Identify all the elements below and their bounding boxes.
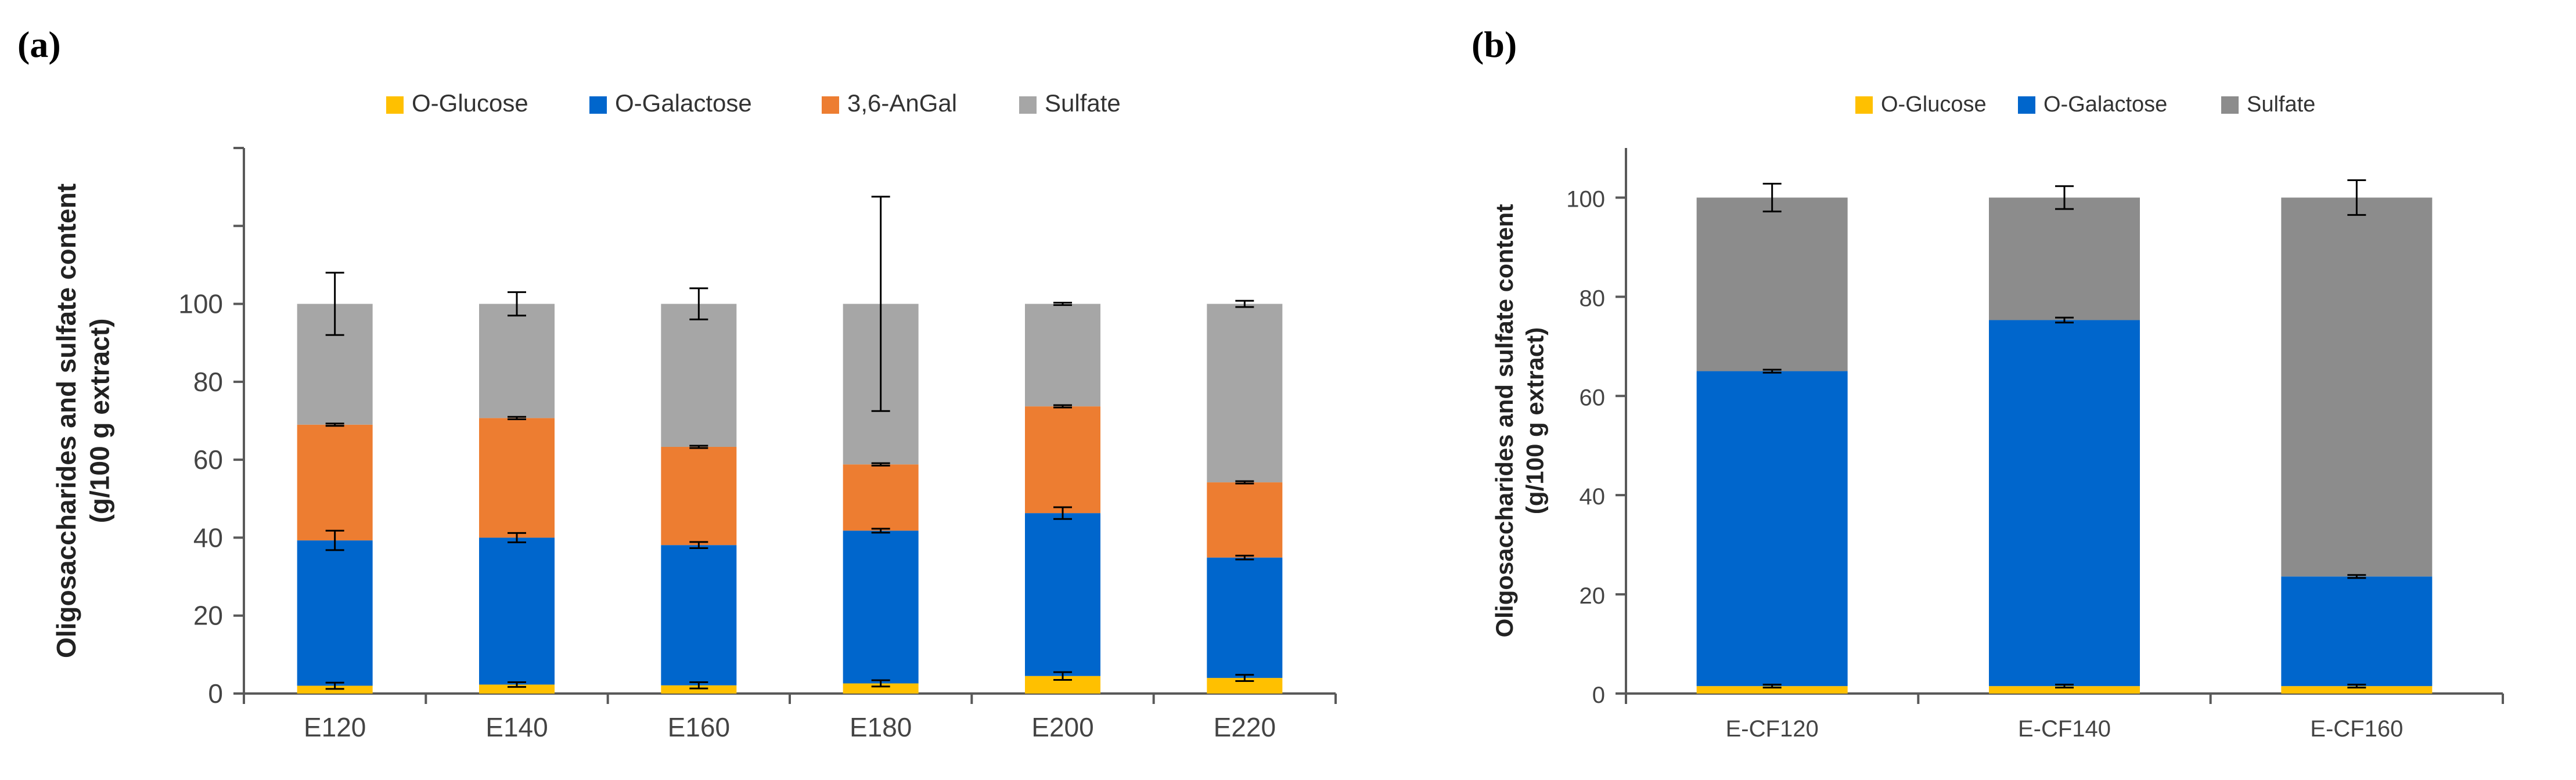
panel-label-b: (b) (1472, 24, 1517, 65)
bar-segment-3-6-angal (661, 446, 737, 546)
x-tick-label: E200 (1031, 712, 1093, 742)
legend-label: 3,6-AnGal (847, 89, 957, 117)
bar-segment-o-galactose (2281, 576, 2433, 687)
bar-segment-o-glucose (479, 684, 555, 694)
y-tick-label: 20 (1580, 583, 1606, 609)
x-tick-label: E-CF120 (1726, 716, 1819, 742)
x-tick-label: E220 (1214, 712, 1276, 742)
y-tick-label: 0 (1592, 682, 1605, 708)
legend-swatch-sulfate (1019, 96, 1037, 114)
x-tick-label: E180 (850, 712, 912, 742)
chart-panel-b: (b) 0 20 40 60 80 100 E-CF120 E-CF140 E-CF160 Oli… (1452, 0, 2576, 780)
bar-segment-o-glucose (661, 685, 737, 694)
legend-label: O-Galactose (2043, 92, 2167, 117)
bar-segment-sulfate (479, 304, 555, 418)
bar-segment-o-galactose (1696, 371, 1848, 687)
x-tick-label: E140 (485, 712, 548, 742)
bar-segment-o-glucose (2281, 686, 2433, 694)
legend-label: O-Galactose (615, 89, 752, 117)
bar-segment-o-galactose (479, 537, 555, 685)
legend-swatch-o-galactose (2018, 96, 2035, 114)
bar-segment-sulfate (1696, 197, 1848, 371)
y-axis-label-line2: (g/100 g extract) (1521, 327, 1549, 514)
y-tick-label: 20 (193, 601, 223, 631)
bar-segment-o-glucose (1696, 686, 1848, 694)
legend-swatch-o-galactose (589, 96, 607, 114)
bar-segment-o-galactose (1207, 557, 1283, 678)
y-axis-label-line1: Oligosaccharides and sulfate content (1491, 204, 1518, 638)
y-axis-label: Oligosaccharides and sulfate content (g/1… (1491, 204, 1549, 638)
y-tick-label: 60 (193, 445, 223, 475)
bar-segment-o-galactose (1989, 320, 2140, 687)
legend-label: Sulfate (2247, 92, 2315, 117)
bar-segment-3-6-angal (1207, 482, 1283, 558)
y-tick-label: 40 (193, 522, 223, 552)
legend-label: O-Glucose (412, 89, 528, 117)
x-tick-label: E-CF140 (2018, 716, 2111, 742)
x-tick-label: E160 (668, 712, 730, 742)
legend-swatch-o-glucose (1855, 96, 1873, 114)
panel-label-a: (a) (17, 24, 61, 65)
y-tick-label: 80 (193, 367, 223, 397)
bar-segment-o-glucose (843, 683, 919, 694)
bar-segment-o-glucose (1989, 686, 2140, 694)
bar-segment-sulfate (1989, 197, 2140, 320)
chart-panel-a: (a) 0 20 40 60 80 100 E120 E140 E160 E180 E200 E220… (17, 24, 1337, 742)
bar-segment-sulfate (661, 304, 737, 447)
legend-label: Sulfate (1045, 89, 1121, 117)
bar-segment-o-galactose (661, 545, 737, 685)
legend-swatch-sulfate (2221, 96, 2239, 114)
bar-segment-3-6-angal (479, 418, 555, 538)
x-tick-label: E120 (304, 712, 366, 742)
y-axis-label: Oligosaccharides and sulfate content (g/1… (51, 183, 115, 658)
y-axis-label-line2: (g/100 g extract) (85, 319, 115, 523)
y-axis-label-line1: Oligosaccharides and sulfate content (51, 183, 81, 658)
bar-segment-sulfate (1207, 304, 1283, 483)
y-tick-label: 100 (178, 289, 223, 319)
bar-segment-o-galactose (843, 530, 919, 684)
x-tick-label: E-CF160 (2310, 716, 2403, 742)
bar-segment-3-6-angal (1025, 406, 1100, 514)
y-tick-label: 80 (1580, 286, 1606, 311)
bar-segment-3-6-angal (843, 464, 919, 531)
bar-segment-3-6-angal (297, 424, 373, 541)
bar-segment-sulfate (1025, 304, 1100, 407)
legend-swatch-o-glucose (386, 96, 404, 114)
bar-segment-o-galactose (1025, 513, 1100, 676)
legend-label: O-Glucose (1881, 92, 1987, 117)
y-tick-label: 40 (1580, 484, 1606, 510)
legend-swatch-3-6-angal (822, 96, 839, 114)
chart-b-svg: 0 20 40 60 80 100 E-CF120 E-CF140 E-CF160 Oligosa… (1491, 92, 2504, 742)
chart-a-svg: 0 20 40 60 80 100 E120 E140 E160 E180 E200 E220 Olig… (51, 89, 1337, 742)
y-tick-label: 100 (1566, 186, 1605, 212)
bar-segment-sulfate (2281, 197, 2433, 577)
y-tick-label: 60 (1580, 385, 1606, 410)
bar-segment-o-galactose (297, 540, 373, 686)
y-tick-label: 0 (208, 678, 223, 709)
